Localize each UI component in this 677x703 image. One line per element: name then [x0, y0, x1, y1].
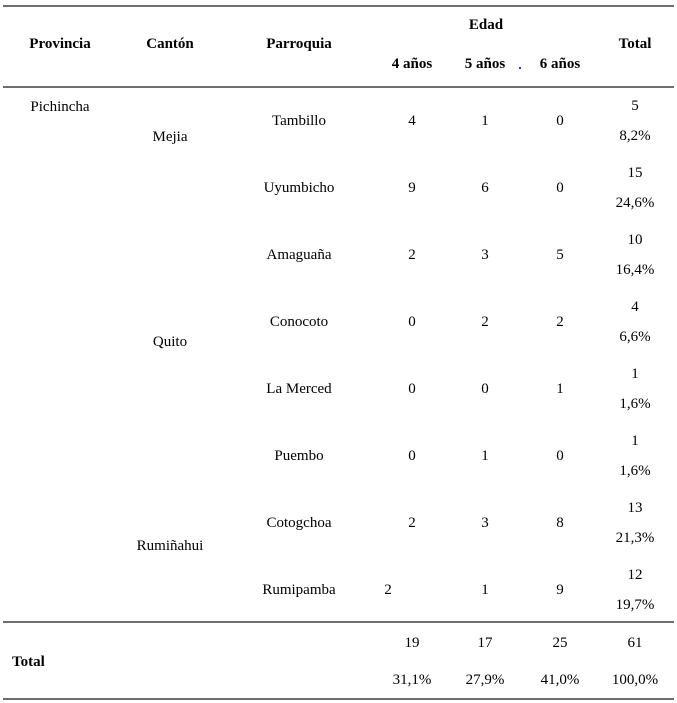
age-5-cell: 1 [481, 448, 489, 464]
age-5-cell: 3 [481, 247, 489, 263]
age-6-cell: 0 [556, 180, 564, 196]
header-age-4: 4 años [391, 56, 433, 72]
parroquia-cell: La Merced [266, 381, 332, 397]
canton-ruminahui: Rumiñahui [136, 538, 204, 554]
total-cell: 12 [627, 567, 643, 583]
canton-quito: Quito [152, 334, 188, 350]
age-6-cell: 0 [556, 113, 564, 129]
age-5-cell: 2 [481, 314, 489, 330]
total-cell: 1 [631, 366, 639, 382]
provincia-label: Pichincha [30, 99, 90, 115]
footer-total-label: Total [12, 654, 45, 670]
total-cell: 13 [627, 500, 643, 516]
age-5-cell: 1 [481, 113, 489, 129]
header-edad: Edad [468, 17, 504, 33]
age-6-cell: 0 [556, 448, 564, 464]
age-5-cell: 6 [481, 180, 489, 196]
percent-cell: 19,7% [615, 597, 655, 613]
table-bottom-rule [3, 698, 674, 700]
age-4-cell: 4 [408, 113, 416, 129]
footer-age-5-percent: 27,9% [465, 672, 505, 688]
parroquia-cell: Cotogchoa [266, 515, 332, 531]
age-4-cell: 0 [408, 314, 416, 330]
percent-cell: 16,4% [615, 262, 655, 278]
header-parroquia: Parroquia [266, 36, 332, 52]
total-cell: 15 [627, 165, 643, 181]
total-cell: 4 [631, 299, 639, 315]
percent-cell: 24,6% [615, 195, 655, 211]
body-bottom-rule [3, 621, 674, 623]
header-bottom-rule [3, 86, 674, 88]
stray-dot-mark [519, 67, 521, 69]
footer-total-count: 61 [627, 635, 643, 651]
age-4-cell: 2 [408, 515, 416, 531]
percent-cell: 1,6% [619, 396, 651, 412]
header-age-6: 6 años [539, 56, 581, 72]
footer-age-6-percent: 41,0% [540, 672, 580, 688]
age-5-cell: 0 [481, 381, 489, 397]
age-6-cell: 8 [556, 515, 564, 531]
parroquia-cell: Tambillo [272, 113, 326, 129]
age-6-cell: 1 [556, 381, 564, 397]
total-cell: 5 [631, 98, 639, 114]
percent-cell: 21,3% [615, 530, 655, 546]
age-4-cell: 9 [408, 180, 416, 196]
parroquia-cell: Rumipamba [262, 582, 336, 598]
age-5-cell: 1 [481, 582, 489, 598]
age-6-cell: 2 [556, 314, 564, 330]
age-4-cell: 2 [384, 582, 392, 598]
footer-total-percent: 100,0% [611, 672, 659, 688]
age-4-cell: 0 [408, 381, 416, 397]
header-canton: Cantón [146, 36, 194, 52]
footer-age-4-percent: 31,1% [392, 672, 432, 688]
parroquia-cell: Conocoto [269, 314, 329, 330]
footer-age-4-count: 19 [404, 635, 420, 651]
header-provincia: Provincia [29, 36, 91, 52]
age-4-cell: 0 [408, 448, 416, 464]
age-6-cell: 9 [556, 582, 564, 598]
percent-cell: 6,6% [619, 329, 651, 345]
canton-mejia: Mejia [152, 129, 188, 145]
percent-cell: 8,2% [619, 128, 651, 144]
parroquia-cell: Amaguaña [266, 247, 332, 263]
age-4-cell: 2 [408, 247, 416, 263]
age-6-cell: 5 [556, 247, 564, 263]
header-total: Total [618, 36, 652, 52]
total-cell: 10 [627, 232, 643, 248]
parroquia-cell: Uyumbicho [263, 180, 335, 196]
total-cell: 1 [631, 433, 639, 449]
age-5-cell: 3 [481, 515, 489, 531]
parroquia-cell: Puembo [274, 448, 324, 464]
header-age-5: 5 años [464, 56, 506, 72]
percent-cell: 1,6% [619, 463, 651, 479]
footer-age-6-count: 25 [552, 635, 568, 651]
footer-age-5-count: 17 [477, 635, 493, 651]
table-top-rule [3, 5, 674, 7]
